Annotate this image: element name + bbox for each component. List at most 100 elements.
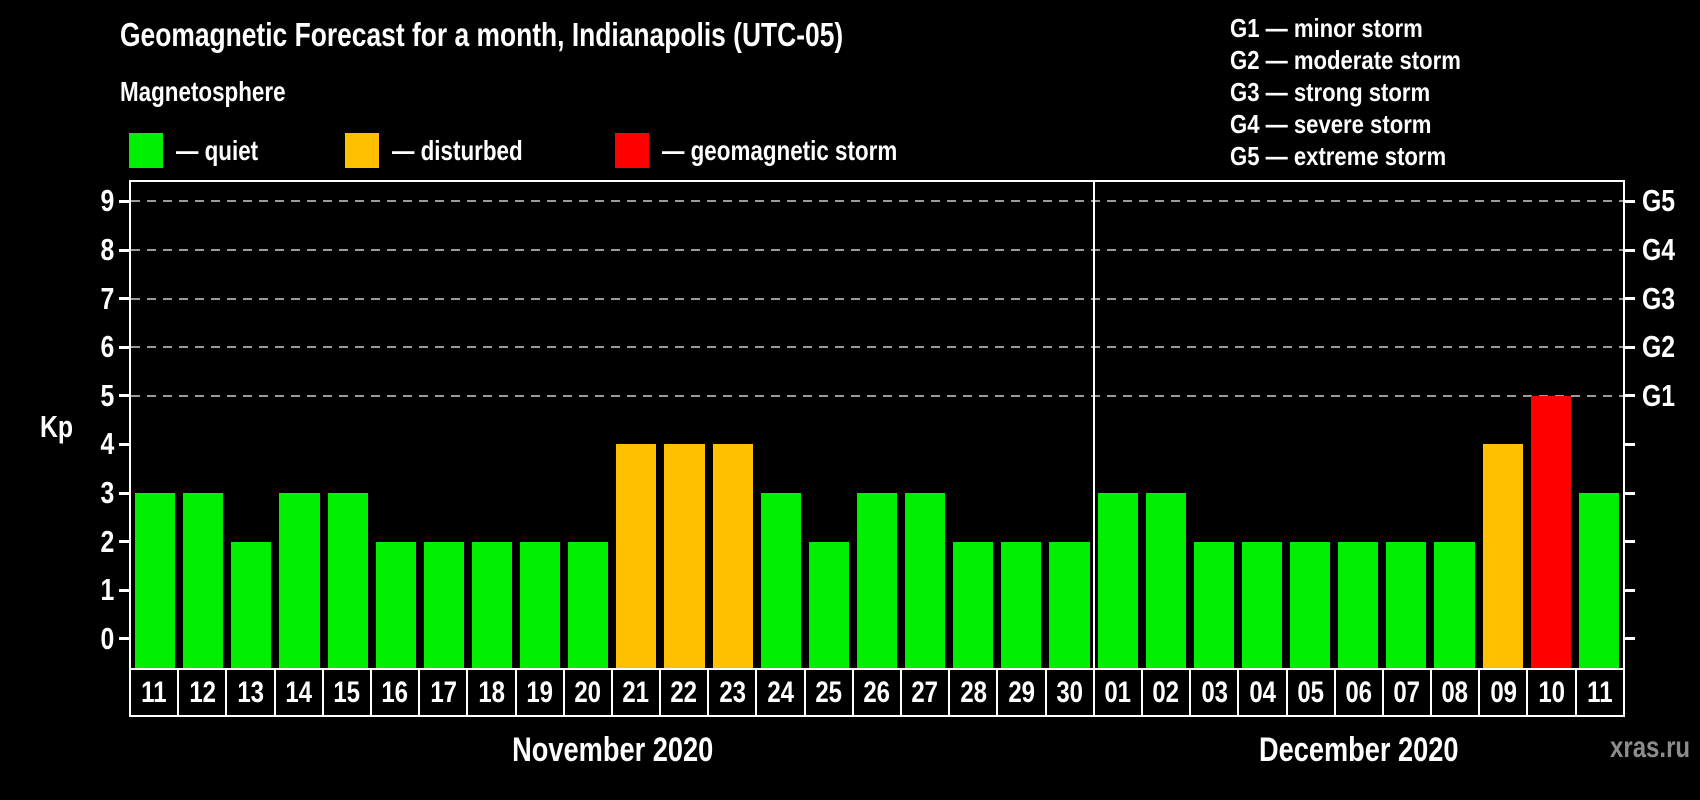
y-tick-left-4: [119, 442, 129, 446]
day-label-nov-21: 21: [610, 668, 662, 717]
y-tick-left-6: [119, 345, 129, 349]
bar-nov-18: [471, 541, 513, 668]
storm-color-swatch: [615, 133, 649, 168]
y-tick-right-8: [1625, 248, 1635, 252]
bar-nov-11: [135, 493, 176, 668]
day-label-nov-11: 11: [129, 668, 180, 717]
bar-dec-09: [1482, 444, 1523, 668]
bar-dec-06: [1338, 541, 1379, 668]
bar-dec-08: [1434, 541, 1475, 668]
bar-nov-16: [375, 541, 416, 668]
y-tick-right-9: [1625, 199, 1635, 203]
g-label-G3: G3: [1642, 280, 1676, 316]
day-label-nov-29: 29: [996, 668, 1047, 717]
day-label-dec-03: 03: [1189, 668, 1240, 717]
day-label-nov-30: 30: [1044, 668, 1095, 717]
disturbed-color-swatch: [345, 133, 379, 168]
g-scale-legend-line: G5 — extreme storm: [1230, 141, 1447, 171]
gridline-kp-9: [131, 200, 1623, 203]
day-label-dec-04: 04: [1237, 668, 1288, 717]
y-tick-right-4: [1625, 442, 1635, 446]
gridline-kp-8: [131, 249, 1623, 252]
day-label-dec-05: 05: [1285, 668, 1336, 717]
day-label-nov-17: 17: [418, 668, 469, 717]
gridline-kp-7: [131, 297, 1623, 300]
chart-title-text: Geomagnetic Forecast for a month, Indian…: [120, 16, 844, 53]
bar-dec-02: [1145, 493, 1186, 668]
bar-nov-20: [568, 541, 609, 668]
y-tick-left-1: [119, 588, 129, 592]
gridline-kp-5: [131, 394, 1623, 397]
legend-item-storm: — geomagnetic storm: [615, 133, 956, 168]
bar-dec-11: [1578, 493, 1619, 668]
g-label-G1: G1: [1642, 377, 1676, 413]
bar-dec-03: [1193, 541, 1234, 668]
day-label-dec-01: 01: [1092, 668, 1143, 717]
day-label-dec-02: 02: [1140, 668, 1192, 717]
bar-nov-17: [423, 541, 464, 668]
month-label-december: December 2020: [1258, 731, 1459, 769]
day-label-nov-14: 14: [273, 668, 324, 717]
day-label-nov-22: 22: [659, 668, 710, 717]
y-tick-label-0: 0: [100, 620, 114, 656]
y-axis-title: Kp: [40, 409, 81, 445]
y-tick-right-6: [1625, 345, 1635, 349]
day-label-dec-08: 08: [1430, 668, 1481, 717]
y-tick-label-1: 1: [100, 572, 114, 608]
day-label-nov-18: 18: [466, 668, 517, 717]
bar-nov-14: [279, 493, 320, 668]
bar-dec-10: [1530, 395, 1571, 668]
day-label-nov-15: 15: [321, 668, 372, 717]
day-label-dec-06: 06: [1333, 668, 1384, 717]
bar-nov-30: [1049, 541, 1090, 668]
legend-label-quiet: — quiet: [176, 135, 259, 166]
y-tick-right-0: [1625, 637, 1635, 641]
day-label-dec-10: 10: [1526, 668, 1577, 717]
y-tick-left-8: [119, 248, 129, 252]
bar-nov-19: [520, 541, 561, 668]
day-label-dec-11: 11: [1574, 668, 1625, 717]
y-tick-right-7: [1625, 297, 1635, 301]
g-scale-legend-line: G4 — severe storm: [1230, 109, 1432, 139]
day-label-nov-13: 13: [225, 668, 276, 717]
day-label-nov-19: 19: [514, 668, 565, 717]
plot-area: [129, 180, 1625, 670]
bar-nov-21: [616, 444, 657, 668]
month-label-november: November 2020: [511, 731, 713, 769]
y-tick-label-9: 9: [100, 183, 114, 219]
bar-nov-23: [712, 444, 753, 668]
day-label-nov-16: 16: [369, 668, 421, 717]
y-tick-label-7: 7: [100, 280, 114, 316]
bar-nov-26: [856, 493, 898, 668]
day-label-nov-20: 20: [562, 668, 613, 717]
chart-subtitle-text: Magnetosphere: [120, 76, 286, 107]
bar-dec-07: [1386, 541, 1427, 668]
g-scale-legend-line: G2 — moderate storm: [1230, 45, 1461, 75]
y-tick-left-7: [119, 297, 129, 301]
y-tick-label-6: 6: [100, 329, 114, 365]
day-label-nov-12: 12: [177, 668, 228, 717]
x-axis-days: 11 12 13 14 15 16 17 18 19 20 21 22 23 24 25 26 27 28 29 30…: [129, 668, 1625, 717]
bar-nov-13: [231, 541, 272, 668]
y-tick-left-9: [119, 199, 129, 203]
legend-item-disturbed: — disturbed: [345, 133, 555, 168]
y-axis-title-text: Kp: [40, 409, 74, 444]
bar-nov-27: [905, 493, 946, 668]
g-label-G4: G4: [1642, 232, 1676, 268]
y-tick-label-5: 5: [100, 377, 114, 413]
bar-dec-04: [1241, 541, 1283, 668]
watermark: xras.ru: [1609, 731, 1690, 764]
day-label-nov-24: 24: [755, 668, 806, 717]
bar-nov-24: [760, 493, 801, 668]
day-label-nov-23: 23: [707, 668, 758, 717]
g-scale-legend: G1 — minor storm G2 — moderate storm G3 …: [1230, 12, 1502, 172]
y-tick-label-2: 2: [100, 523, 114, 559]
y-tick-right-2: [1625, 540, 1635, 544]
legend-item-quiet: — quiet: [129, 133, 279, 168]
y-tick-right-5: [1625, 394, 1635, 398]
bar-dec-05: [1290, 541, 1331, 668]
month-separator: [1092, 182, 1095, 668]
g-label-G5: G5: [1642, 183, 1676, 219]
y-tick-left-0: [119, 637, 129, 641]
